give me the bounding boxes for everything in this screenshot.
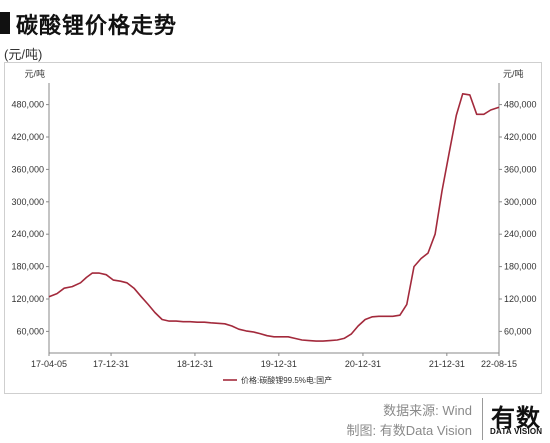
y-tick-label-left: 480,000: [11, 100, 44, 110]
y-tick-label-left: 420,000: [11, 132, 44, 142]
y-tick-label-right: 360,000: [504, 164, 537, 174]
x-tick-label: 17-12-31: [93, 359, 129, 369]
y-tick-label-left: 360,000: [11, 164, 44, 174]
x-tick-label: 21-12-31: [429, 359, 465, 369]
x-tick-label: 20-12-31: [345, 359, 381, 369]
header: 碳酸锂价格走势: [0, 0, 550, 40]
brand-logo: 有数 DATA VISION: [482, 398, 547, 440]
y-tick-label-left: 60,000: [16, 326, 44, 336]
logo-main-text: 有数: [491, 405, 541, 432]
source-text: 数据来源: Wind: [383, 403, 472, 418]
y-tick-label-left: 240,000: [11, 229, 44, 239]
y-tick-label-right: 240,000: [504, 229, 537, 239]
y-axis-right-unit: 元/吨: [503, 68, 524, 79]
source-block: 数据来源: Wind 制图: 有数Data Vision: [347, 401, 472, 441]
legend-label: 价格:碳酸锂99.5%电:国产: [241, 375, 332, 385]
line-chart: 元/吨 元/吨 60,000 60,000 120,000 120,000 180,000 1…: [11, 68, 537, 385]
series-line: [48, 92, 500, 342]
y-tick-label-right: 120,000: [504, 294, 537, 304]
y-tick-label-right: 420,000: [504, 132, 537, 142]
y-tick-label-right: 180,000: [504, 262, 537, 272]
y-tick-label-left: 300,000: [11, 197, 44, 207]
x-tick-label: 22-08-15: [481, 359, 517, 369]
y-tick-label-right: 60,000: [504, 326, 532, 336]
x-tick-label: 17-04-05: [31, 359, 67, 369]
y-tick-label-left: 120,000: [11, 294, 44, 304]
y-tick-label-left: 180,000: [11, 262, 44, 272]
credit-text: 制图: 有数Data Vision: [346, 423, 472, 438]
y-tick-label-right: 300,000: [504, 197, 537, 207]
x-tick-label: 18-12-31: [177, 359, 213, 369]
unit-label: (元/吨): [4, 47, 43, 62]
x-tick-label: 19-12-31: [261, 359, 297, 369]
y-axis-left-unit: 元/吨: [24, 68, 45, 79]
y-tick-label-right: 480,000: [504, 100, 537, 110]
chart-frame: 元/吨 元/吨 60,000 60,000 120,000 120,000 180,000 1…: [4, 62, 542, 394]
logo-sub-text: DATA VISION: [490, 427, 543, 436]
page-title: 碳酸锂价格走势: [16, 13, 178, 38]
title-marker: [0, 12, 10, 34]
